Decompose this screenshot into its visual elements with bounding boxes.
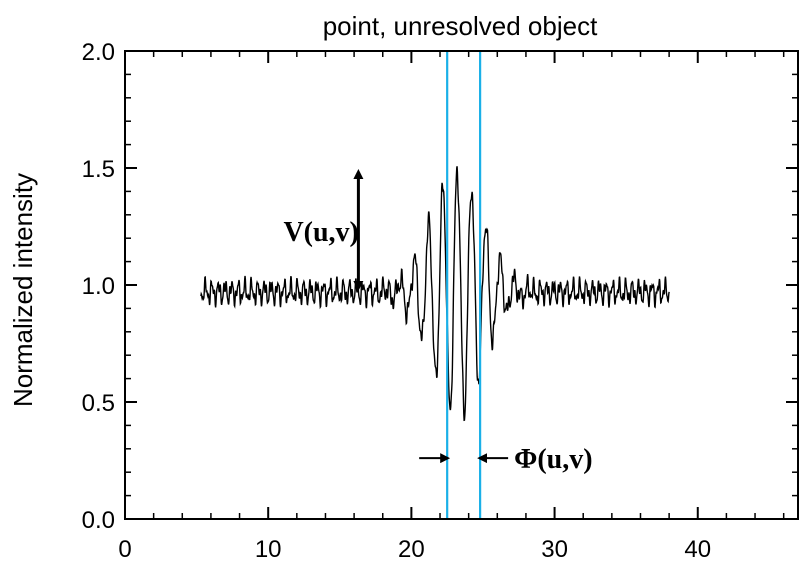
chart-title: point, unresolved object [323,11,598,41]
fringe-series-group [200,166,670,422]
y-tick-label: 2.0 [82,39,115,66]
x-tick-label: 0 [118,536,131,563]
x-tick-label: 10 [255,536,282,563]
y-tick-label: 0.0 [82,507,115,534]
phase-label: Φ(u,v) [514,444,592,475]
annotations: V(u,v) Φ(u,v) [283,169,593,475]
x-tick-label: 40 [684,536,711,563]
axis-ticks [124,50,798,520]
y-tick-label: 1.0 [82,273,115,300]
y-axis-label: Normalized intensity [8,173,38,407]
axis-tick-labels: 0.0 0.5 1.0 1.5 2.0 0 10 20 30 40 [82,39,711,563]
x-tick-label: 30 [541,536,568,563]
phase-reference-lines [446,51,482,519]
visibility-label: V(u,v) [283,217,358,248]
x-tick-label: 20 [398,536,425,563]
y-tick-label: 1.5 [82,156,115,183]
y-tick-label: 0.5 [82,390,115,417]
fringe-series-line [200,166,670,422]
